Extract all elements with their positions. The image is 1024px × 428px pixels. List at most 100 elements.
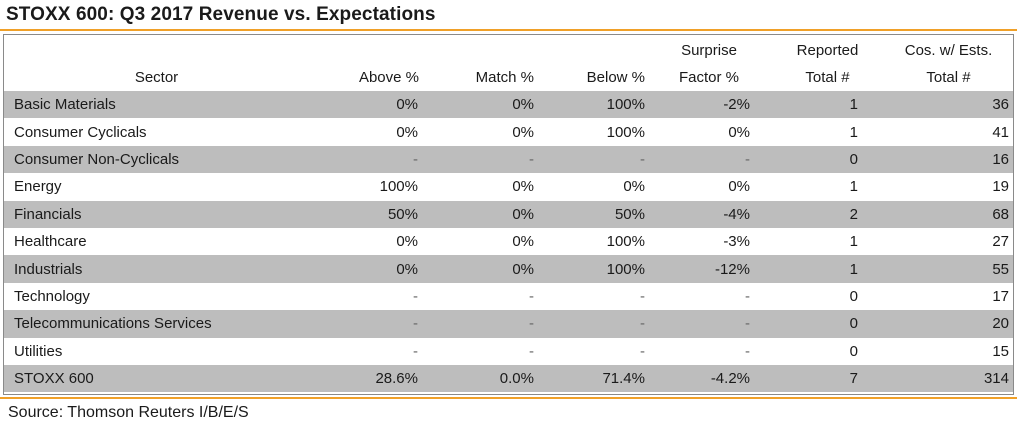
cell-sector: Industrials [4,255,309,283]
cell-below: 100% [536,255,647,283]
cell-surprise: - [647,145,771,174]
cell-reported: 1 [849,178,858,196]
table-row: Healthcare 0% 0% 100% -3% 1 27 [4,228,1013,255]
cell-above: - [309,310,423,338]
table-row: Telecommunications Services - - - -0 20 [4,310,1013,338]
header-surprise: Surprise Factor % [678,42,739,86]
table-row: Consumer Cyclicals 0% 0% 100% 0% 1 41 [4,118,1013,145]
footer-divider [0,397,1017,399]
page-title: STOXX 600: Q3 2017 Revenue vs. Expectati… [6,4,436,25]
cell-below: 100% [536,91,647,119]
cell-reported: 1 [771,91,884,119]
cell-cos-ests: 314 [884,364,1013,393]
cell-match: 0% [423,255,536,283]
cell-reported: 1 [771,255,884,283]
cell-sector: Basic Materials [4,91,309,119]
table-row: Industrials 0% 0% 100% -12% 1 55 [4,255,1013,283]
header-above: Above % [358,69,419,86]
cell-above: - [413,342,418,360]
cell-cos-ests: 36 [884,91,1013,119]
cell-sector: Technology [14,287,90,305]
cell-match: - [423,310,536,338]
cell-match: 0% [423,91,536,119]
source-note: Source: Thomson Reuters I/B/E/S [8,404,249,421]
cell-surprise: -12% [647,255,771,283]
header-match: Match % [475,69,534,86]
revenue-table: Sector Above % Match % Below % Surprise F… [4,35,1013,393]
cell-cos-ests: 27 [992,233,1009,251]
cell-match: 0% [423,200,536,228]
table-row: Consumer Non-Cyclicals - - - -0 16 [4,145,1013,174]
cell-match: 0% [512,178,534,196]
cell-sector: Consumer Cyclicals [14,123,147,141]
cell-below: - [536,310,647,338]
cell-surprise: - [745,287,750,305]
cell-below: 0% [623,178,645,196]
cell-sector: Telecommunications Services [4,310,309,338]
cell-above: 0% [309,91,423,119]
header-row: Sector Above % Match % Below % Surprise F… [4,35,1013,91]
cell-above: 0% [396,123,418,141]
cell-reported: 0 [849,287,858,305]
cell-below: 50% [536,200,647,228]
cell-match: 0% [512,233,534,251]
cell-below: - [536,145,647,174]
cell-below: 100% [606,123,645,141]
cell-above: - [309,145,423,174]
cell-cos-ests: 17 [992,287,1009,305]
cell-match: - [529,342,534,360]
cell-above: 50% [309,200,423,228]
cell-reported: 0 [771,310,884,338]
cell-sector: Utilities [14,342,63,360]
cell-above: - [413,287,418,305]
table-row: Basic Materials 0% 0% 100% -2% 1 36 [4,91,1013,119]
table-row: Technology - - - - 0 17 [4,283,1013,310]
cell-cos-ests: 55 [884,255,1013,283]
cell-above: 28.6% [309,364,423,393]
table-row: Financials 50% 0% 50% -4% 2 68 [4,200,1013,228]
cell-below: 100% [606,233,645,251]
cell-above: 100% [379,178,418,196]
cell-surprise: 0% [728,178,750,196]
cell-below: - [640,342,645,360]
table-row: Utilities - - - - 0 15 [4,338,1013,365]
cell-cos-ests: 16 [884,145,1013,174]
header-reported: Reported Total # [796,42,859,86]
cell-sector: Consumer Non-Cyclicals [4,145,309,174]
cell-reported: 0 [771,145,884,174]
header-sector: Sector [134,69,179,86]
table-row: Energy 100% 0% 0% 0% 1 19 [4,173,1013,200]
cell-above: 0% [309,255,423,283]
cell-match: - [423,145,536,174]
cell-surprise: - [647,310,771,338]
cell-surprise: -4% [647,200,771,228]
title-divider [0,29,1017,31]
cell-cos-ests: 19 [992,178,1009,196]
cell-surprise: - [745,342,750,360]
cell-above: 0% [396,233,418,251]
cell-surprise: -2% [647,91,771,119]
total-row: STOXX 600 28.6% 0.0% 71.4% -4.2% 7 314 [4,364,1013,393]
cell-surprise: -3% [723,233,750,251]
cell-reported: 0 [849,342,858,360]
cell-match: - [529,287,534,305]
cell-sector: Energy [14,178,62,196]
cell-reported: 7 [771,364,884,393]
cell-match: 0% [512,123,534,141]
cell-cos-ests: 15 [992,342,1009,360]
cell-sector: STOXX 600 [4,364,309,393]
cell-below: - [640,287,645,305]
cell-match: 0.0% [423,364,536,393]
cell-reported: 1 [849,233,858,251]
cell-surprise: 0% [728,123,750,141]
table-frame [3,34,1014,395]
cell-cos-ests: 41 [992,123,1009,141]
cell-surprise: -4.2% [647,364,771,393]
header-cos-ests: Cos. w/ Ests. Total # [904,42,993,86]
cell-cos-ests: 68 [884,200,1013,228]
cell-sector: Financials [4,200,309,228]
cell-reported: 1 [849,123,858,141]
header-below: Below % [586,69,645,86]
cell-cos-ests: 20 [884,310,1013,338]
cell-reported: 2 [771,200,884,228]
